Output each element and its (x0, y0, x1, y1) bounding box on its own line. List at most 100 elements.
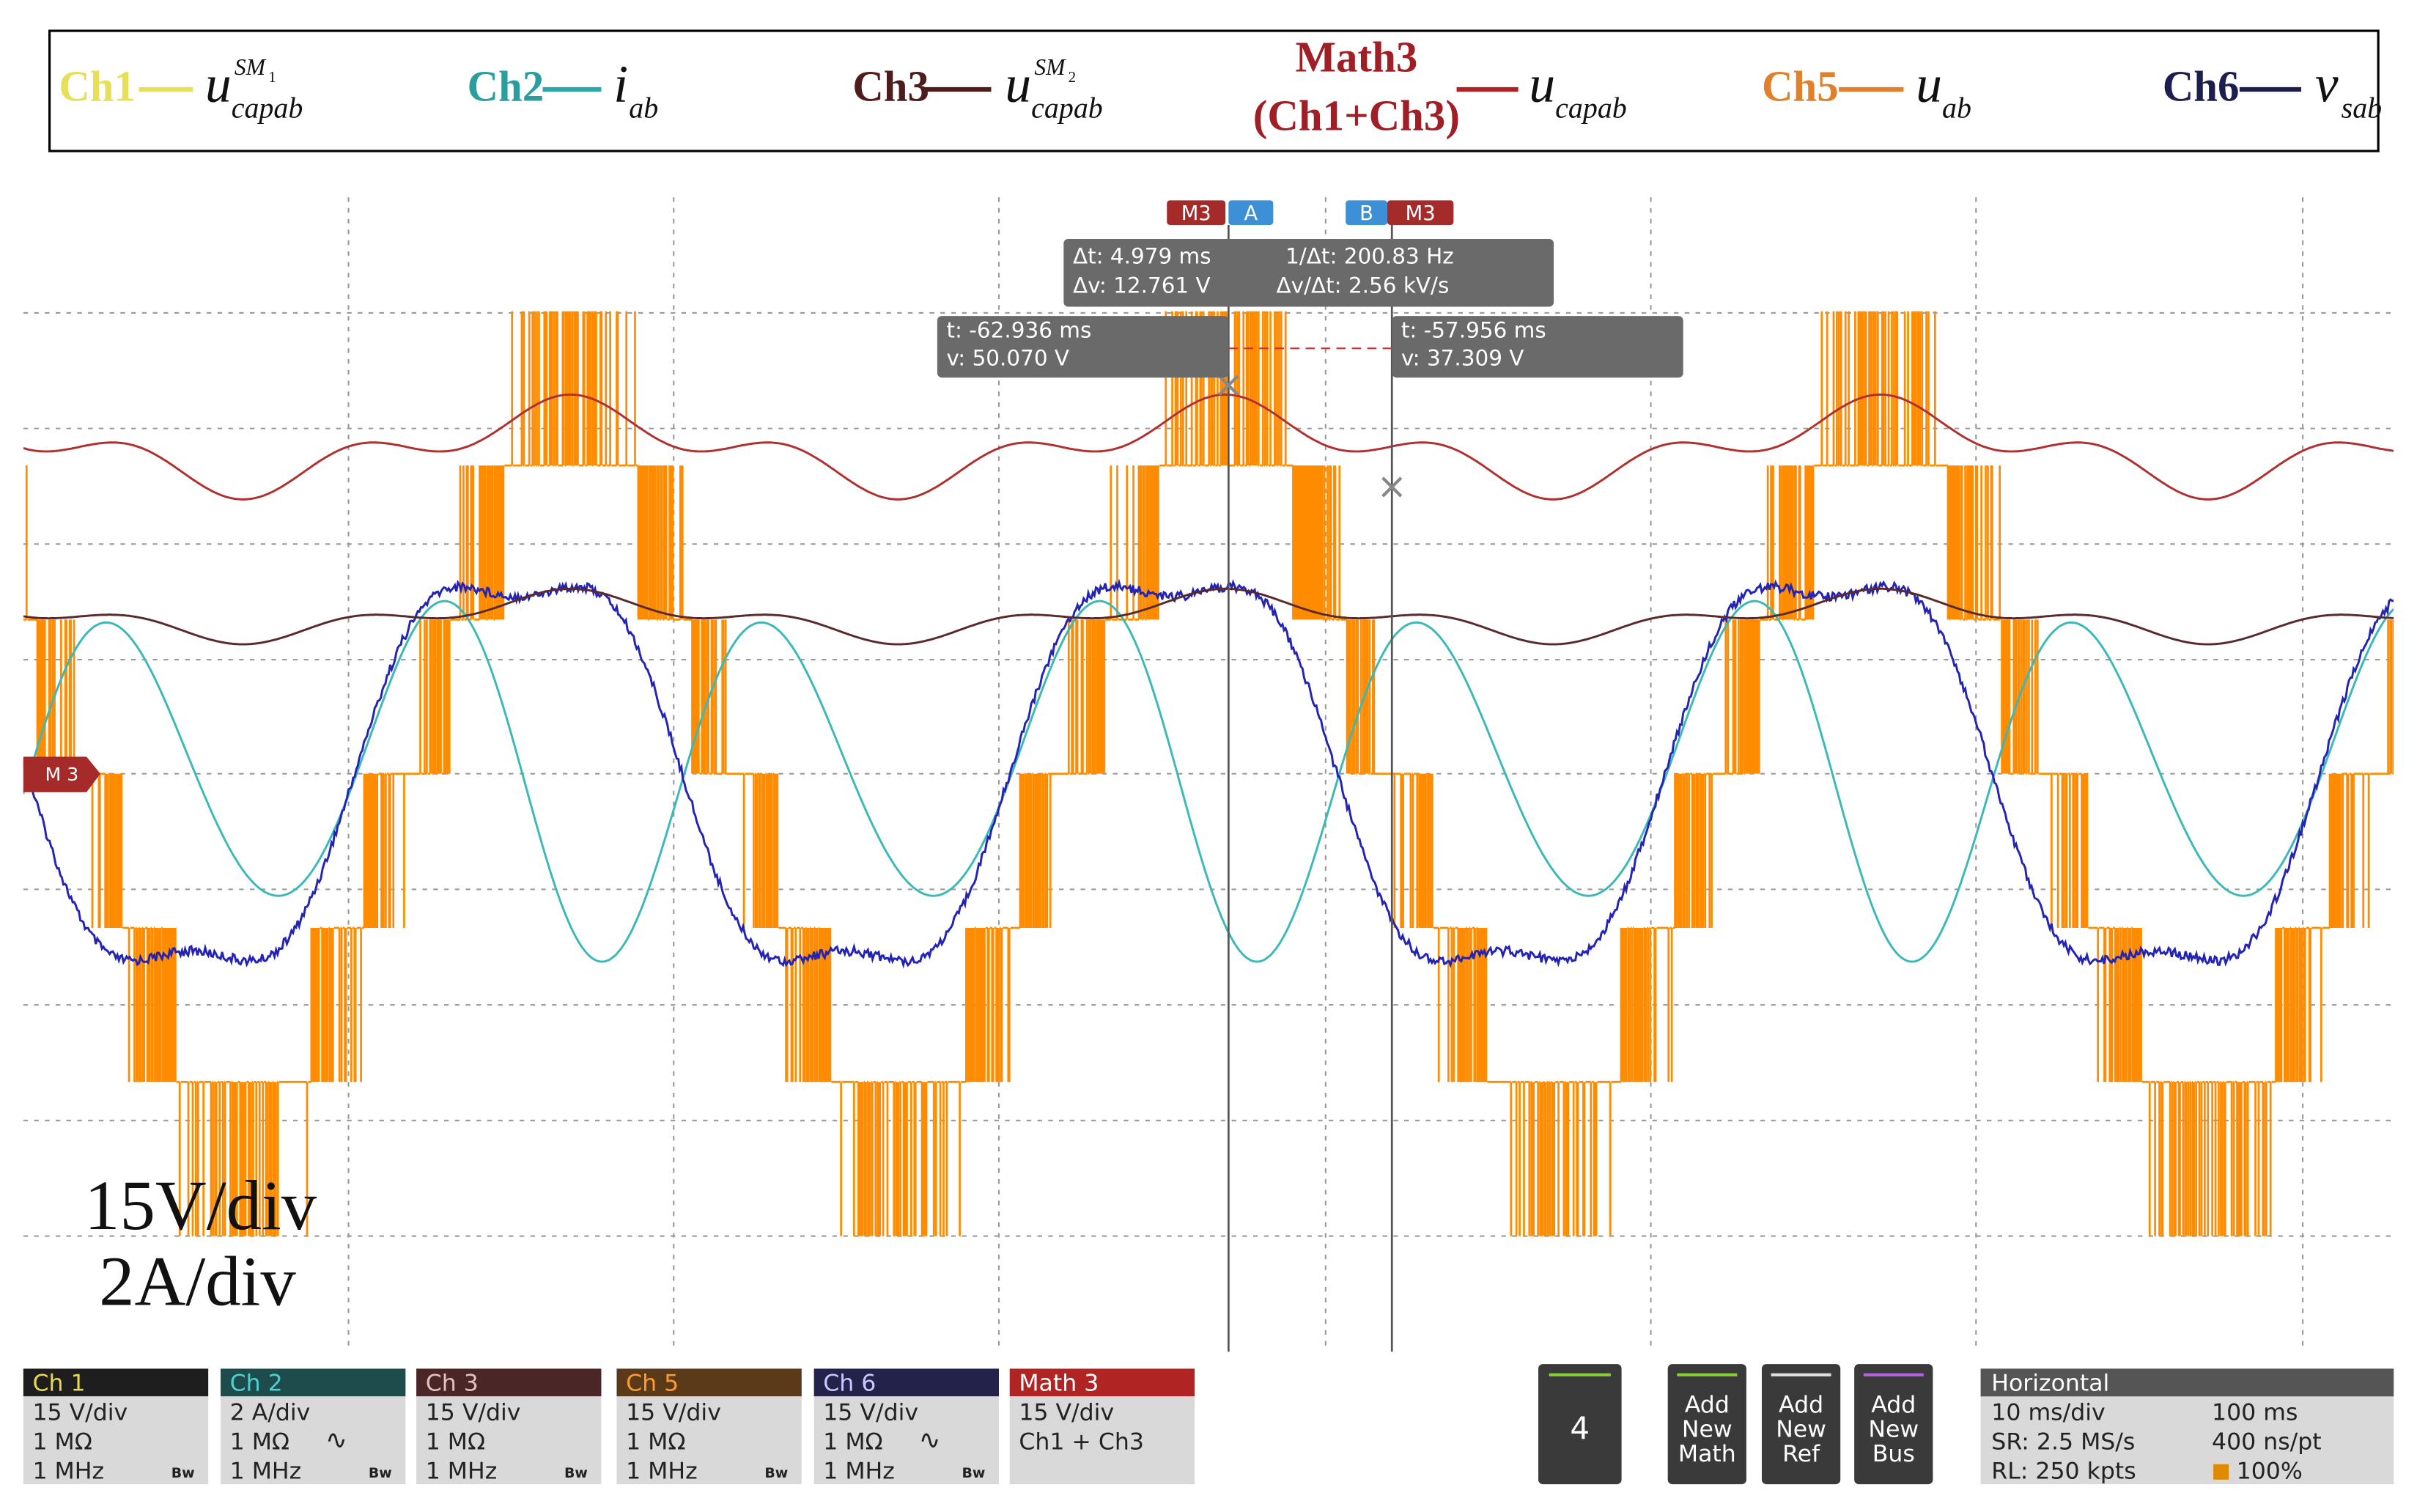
channel-setting: 1 MHz (230, 1458, 302, 1484)
horizontal-badge-header (1980, 1368, 2394, 1397)
legend-box (48, 29, 2380, 152)
add-button-label: New (1682, 1417, 1733, 1443)
legend-sub: capab (1555, 92, 1627, 125)
cursor-delta-text: Δv: 12.761 V (1073, 273, 1211, 298)
waveforms (23, 311, 2394, 1236)
channel-bw: Bw (369, 1465, 392, 1481)
add-button[interactable] (1854, 1364, 1933, 1485)
channel-badge-header[interactable] (1009, 1368, 1195, 1397)
legend-channel: Ch6 (2163, 63, 2240, 111)
legend-symbol: u (1916, 55, 1942, 113)
cursor-tab-label: A (1244, 202, 1258, 225)
legend-channel: Ch5 (1762, 63, 1839, 111)
ch3-waveform (23, 587, 2394, 646)
channel-badge-body[interactable] (416, 1396, 602, 1485)
channel-badge-body[interactable] (23, 1396, 209, 1485)
channel-badge-body[interactable] (616, 1396, 802, 1485)
channel-setting: 15 V/div (626, 1399, 721, 1426)
horizontal-title: Horizontal (1991, 1370, 2109, 1396)
channel-badge-body[interactable] (221, 1396, 406, 1485)
horizontal-setting: 100% (2237, 1458, 2303, 1484)
ch2-waveform (23, 600, 2394, 963)
cursor-tab[interactable] (1346, 200, 1387, 226)
channel-badge-header[interactable] (813, 1368, 999, 1397)
channel-badge-header[interactable] (616, 1368, 802, 1397)
add-button[interactable] (1667, 1364, 1746, 1485)
add-button-label: New (1776, 1417, 1826, 1443)
legend-sub: ab (1942, 92, 1971, 125)
channel-badge-header[interactable] (416, 1368, 602, 1397)
legend-sup: SM (1034, 54, 1066, 80)
count-button-label: 4 (1570, 1410, 1590, 1446)
channel-setting: 1 MHz (426, 1458, 498, 1484)
channel-badge-body[interactable] (813, 1396, 999, 1485)
channel-coupling: ∿ (919, 1425, 941, 1455)
channel-name: Math 3 (1019, 1370, 1099, 1396)
channel-badge-header[interactable] (23, 1368, 209, 1397)
channel-setting: 1 MHz (823, 1458, 895, 1484)
ch5-waveform (23, 311, 2394, 1236)
scale-note: 2A/div (99, 1242, 296, 1320)
add-button-label: New (1868, 1417, 1919, 1443)
cursor-marker (1218, 375, 1239, 396)
math3-waveform (23, 393, 2394, 501)
cursor-tab-label: M3 (1406, 202, 1436, 225)
legend-sup-sub: 2 (1069, 68, 1077, 86)
count-button[interactable] (1538, 1364, 1622, 1485)
channel-bw: Bw (764, 1465, 788, 1481)
legend-symbol: v (2315, 55, 2339, 113)
channel-setting: 1 MΩ (32, 1428, 92, 1455)
cursor-tab[interactable] (1387, 200, 1454, 226)
horizontal-setting: RL: 250 kpts (1991, 1458, 2136, 1484)
channel-name: Ch 2 (230, 1370, 283, 1396)
legend-sub: capab (232, 92, 303, 125)
cursor-tab[interactable] (1167, 200, 1226, 226)
channel-setting: 15 V/div (823, 1399, 918, 1426)
legend-symbol: u (1005, 55, 1031, 113)
channel-setting: 1 MΩ (823, 1428, 882, 1455)
cursor-tab[interactable] (1228, 200, 1274, 226)
channel-badge-body[interactable] (1009, 1396, 1195, 1485)
add-button-label: Add (1779, 1392, 1823, 1418)
add-button-label: Math (1678, 1441, 1736, 1467)
horizontal-setting: SR: 2.5 MS/s (1991, 1428, 2135, 1455)
legend-sub: ab (629, 92, 658, 125)
cursor-marker (1381, 476, 1403, 498)
cursor-readout (1063, 238, 1554, 307)
legend-symbol: i (613, 55, 628, 113)
channel-name: Ch 6 (823, 1370, 876, 1396)
channel-bw: Bw (962, 1465, 986, 1481)
channel-name: Ch 5 (626, 1370, 679, 1396)
channel-name: Ch 1 (32, 1370, 85, 1396)
reference-marker[interactable] (23, 756, 100, 792)
legend-sub: capab (1031, 92, 1103, 125)
channel-bw: Bw (564, 1465, 588, 1481)
cursor-delta-text: 1/Δt: 200.83 Hz (1285, 244, 1454, 269)
cursor-value-text: t: -62.936 ms (946, 318, 1091, 343)
horizontal-icon (2213, 1464, 2229, 1480)
horizontal-setting: 400 ns/pt (2212, 1428, 2322, 1455)
legend-channel: Ch1 (59, 63, 136, 111)
add-button-label: Bus (1872, 1441, 1915, 1467)
reference-marker-label: M 3 (45, 764, 78, 785)
channel-setting: 15 V/div (1019, 1399, 1114, 1426)
horizontal-setting: 100 ms (2212, 1399, 2298, 1426)
add-button-label: Add (1871, 1392, 1916, 1418)
channel-setting: 2 A/div (230, 1399, 311, 1426)
cursors: M3 A B M3 Δt: 4.979 ms 1/Δt: 200.83 Hz Δv: 12.… (23, 200, 1683, 1352)
cursor-value-text: v: 37.309 V (1401, 345, 1524, 370)
add-button[interactable] (1761, 1364, 1841, 1485)
legend-channel-detail: (Ch1+Ch3) (1253, 92, 1460, 140)
channel-badge-header[interactable] (221, 1368, 406, 1397)
channel-setting: 1 MΩ (626, 1428, 685, 1455)
legend-channel: Ch2 (467, 63, 544, 111)
cursor-delta-text: Δv/Δt: 2.56 kV/s (1277, 273, 1450, 298)
cursor-tab-label: M3 (1181, 202, 1211, 225)
legend-sup-sub: 1 (268, 68, 276, 86)
graticule (23, 197, 2394, 1352)
cursor-value-text: v: 50.070 V (946, 345, 1069, 370)
legend-sub: sab (2342, 92, 2382, 125)
